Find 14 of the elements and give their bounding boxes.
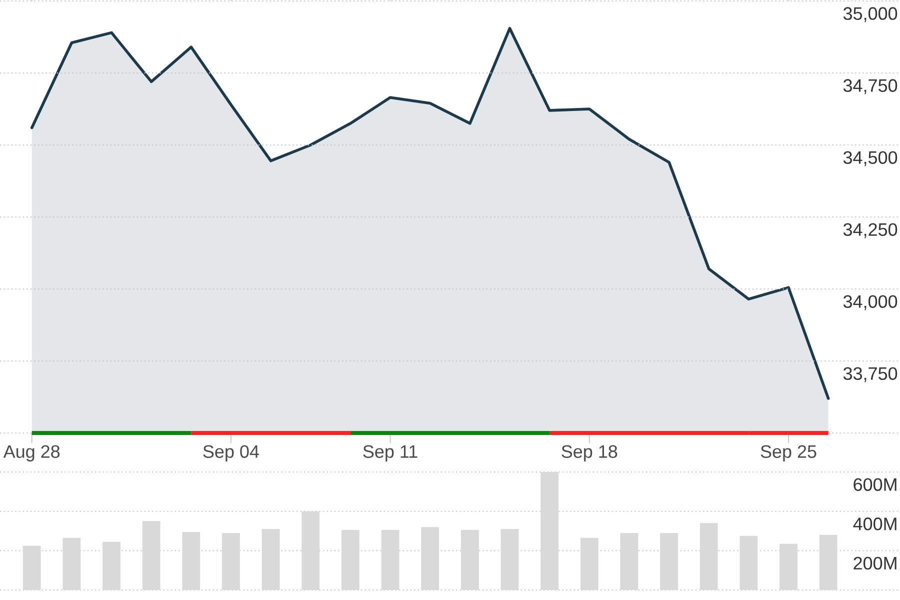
y-tick-label: 34,000 — [843, 295, 898, 310]
y-tick-label: 400M — [853, 518, 896, 530]
y-tick-label: 34,750 — [843, 79, 898, 94]
y-tick-label: 600M — [854, 478, 896, 491]
y-tick-label: 34,500 — [843, 151, 898, 166]
y-tick-label: 34,250 — [843, 223, 898, 238]
y-tick-label: 200M — [854, 556, 896, 570]
x-tick-label: Aug 28 — [3, 445, 60, 462]
x-tick-label: Sep 25 — [760, 445, 816, 462]
y-tick-label: 33,750 — [843, 367, 898, 382]
x-tick-label: Sep 11 — [363, 445, 418, 462]
y-tick-label: 35,000 — [843, 7, 898, 22]
x-tick-label: Sep 04 — [203, 445, 259, 462]
x-tick-label: Sep 18 — [562, 445, 618, 462]
